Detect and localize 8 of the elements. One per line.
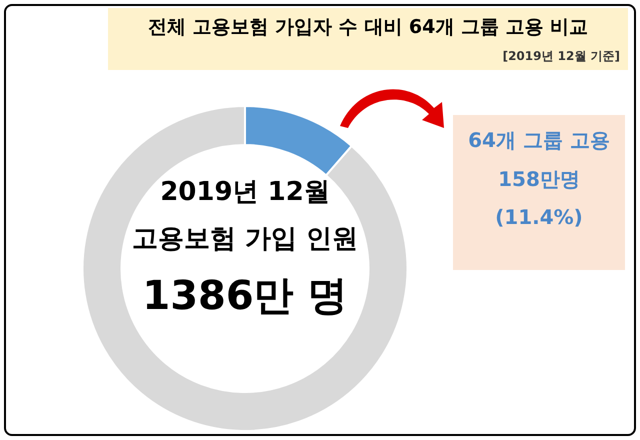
text: (11.4%): [494, 205, 584, 229]
text: [2019년 12월 기준]: [502, 48, 620, 65]
text: 2019년 12월: [159, 176, 331, 209]
text: 64개 그룹 고용: [467, 127, 611, 154]
text: 158만명: [497, 166, 581, 193]
chart-title: 전체 고용보험 가입자 수 대비 64개 그룹 고용 비교: [146, 15, 590, 40]
text: 1386만 명: [141, 272, 349, 321]
text: 고용보험 가입 인원: [130, 223, 360, 256]
